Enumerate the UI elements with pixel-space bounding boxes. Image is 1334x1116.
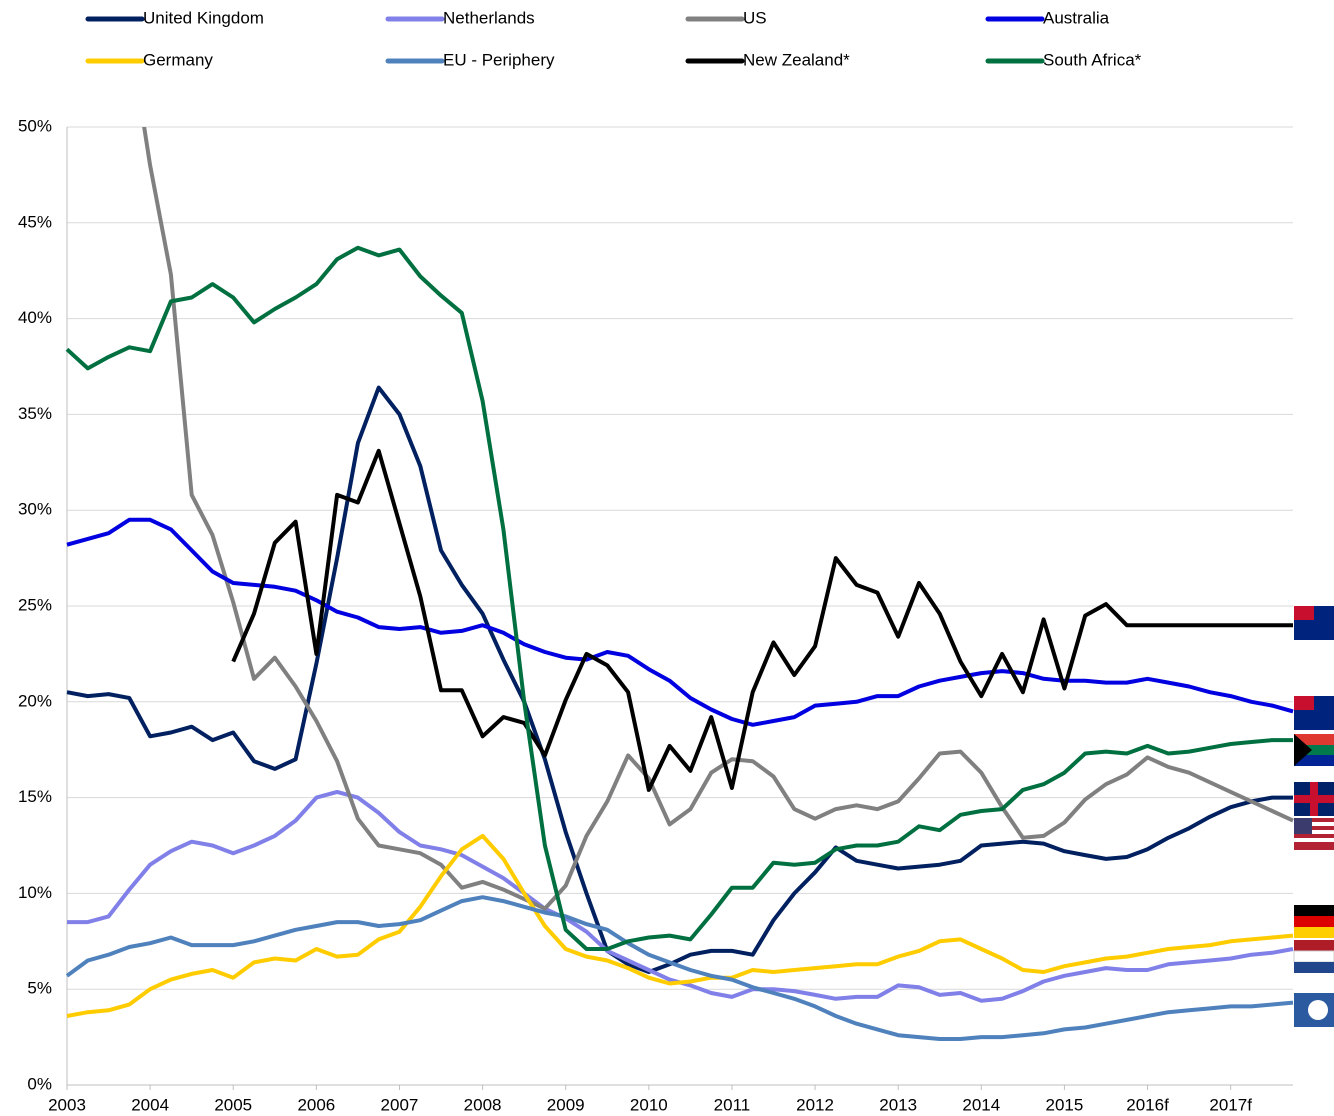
legend-label: Netherlands <box>443 8 535 27</box>
flag-eu-badge <box>1308 1000 1328 1020</box>
series-line <box>65 245 1293 951</box>
series-line <box>231 448 1293 792</box>
x-tick-label: 2014 <box>962 1095 1000 1114</box>
flag-nl-white <box>1293 950 1334 963</box>
legend-label: Germany <box>143 50 213 69</box>
y-tick-label: 50% <box>18 116 52 135</box>
legend-label: Australia <box>1043 8 1110 27</box>
x-tick-label: 2005 <box>214 1095 252 1114</box>
legend-label: US <box>743 8 767 27</box>
x-tick-label: 2013 <box>879 1095 917 1114</box>
series-line <box>67 789 1294 1003</box>
y-tick-label: 30% <box>18 500 52 519</box>
series-line <box>66 385 1293 974</box>
legend-label: United Kingdom <box>143 8 264 27</box>
x-tick-label: 2016f <box>1126 1095 1169 1114</box>
x-tick-label: 2008 <box>464 1095 502 1114</box>
y-tick-label: 15% <box>18 787 52 806</box>
y-tick-label: 5% <box>27 979 52 998</box>
x-tick-label: 2006 <box>297 1095 335 1114</box>
legend-label: South Africa* <box>1043 50 1142 69</box>
x-tick-label: 2012 <box>796 1095 834 1114</box>
y-tick-label: 35% <box>18 404 52 423</box>
flag-us-stripe <box>1294 830 1334 834</box>
flag-de-black <box>1294 905 1334 916</box>
x-tick-label: 2007 <box>381 1095 419 1114</box>
flag-de-gold <box>1294 927 1334 938</box>
flag-za-red <box>1294 734 1334 745</box>
flag-nl-red <box>1294 940 1334 951</box>
flag-us-stripe <box>1294 822 1334 826</box>
y-tick-label: 25% <box>18 595 52 614</box>
series-line <box>66 833 1294 1018</box>
legend-label: EU - Periphery <box>443 50 555 69</box>
x-tick-label: 2010 <box>630 1095 668 1114</box>
series-line <box>142 127 1294 911</box>
flag-au-union <box>1294 696 1314 710</box>
flag-nz-union <box>1294 606 1314 620</box>
legend-label: New Zealand* <box>743 50 850 69</box>
flag-za-green <box>1294 745 1334 755</box>
flags <box>1293 606 1334 1027</box>
flag-nl-blue <box>1294 962 1334 973</box>
y-tick-label: 45% <box>18 212 52 231</box>
series-line <box>65 895 1294 1041</box>
flag-us-canton <box>1294 818 1312 834</box>
flag-uk-cross-v <box>1310 782 1318 816</box>
flag-us-stripe <box>1294 838 1334 842</box>
x-tick-label: 2015 <box>1046 1095 1084 1114</box>
x-tick-label: 2011 <box>714 1095 751 1114</box>
flag-de-red <box>1294 916 1334 927</box>
x-tick-label: 2017f <box>1209 1095 1252 1114</box>
plot-area <box>65 127 1294 1041</box>
series-line <box>66 517 1294 727</box>
y-tick-label: 20% <box>18 691 52 710</box>
y-tick-label: 40% <box>18 308 52 327</box>
x-tick-label: 2004 <box>131 1095 169 1114</box>
flag-za-triangle <box>1294 734 1312 766</box>
flag-za-blue <box>1294 755 1334 766</box>
y-tick-label: 10% <box>18 883 52 902</box>
y-tick-label: 0% <box>27 1074 52 1093</box>
x-tick-label: 2009 <box>547 1095 585 1114</box>
x-tick-label: 2003 <box>48 1095 86 1114</box>
